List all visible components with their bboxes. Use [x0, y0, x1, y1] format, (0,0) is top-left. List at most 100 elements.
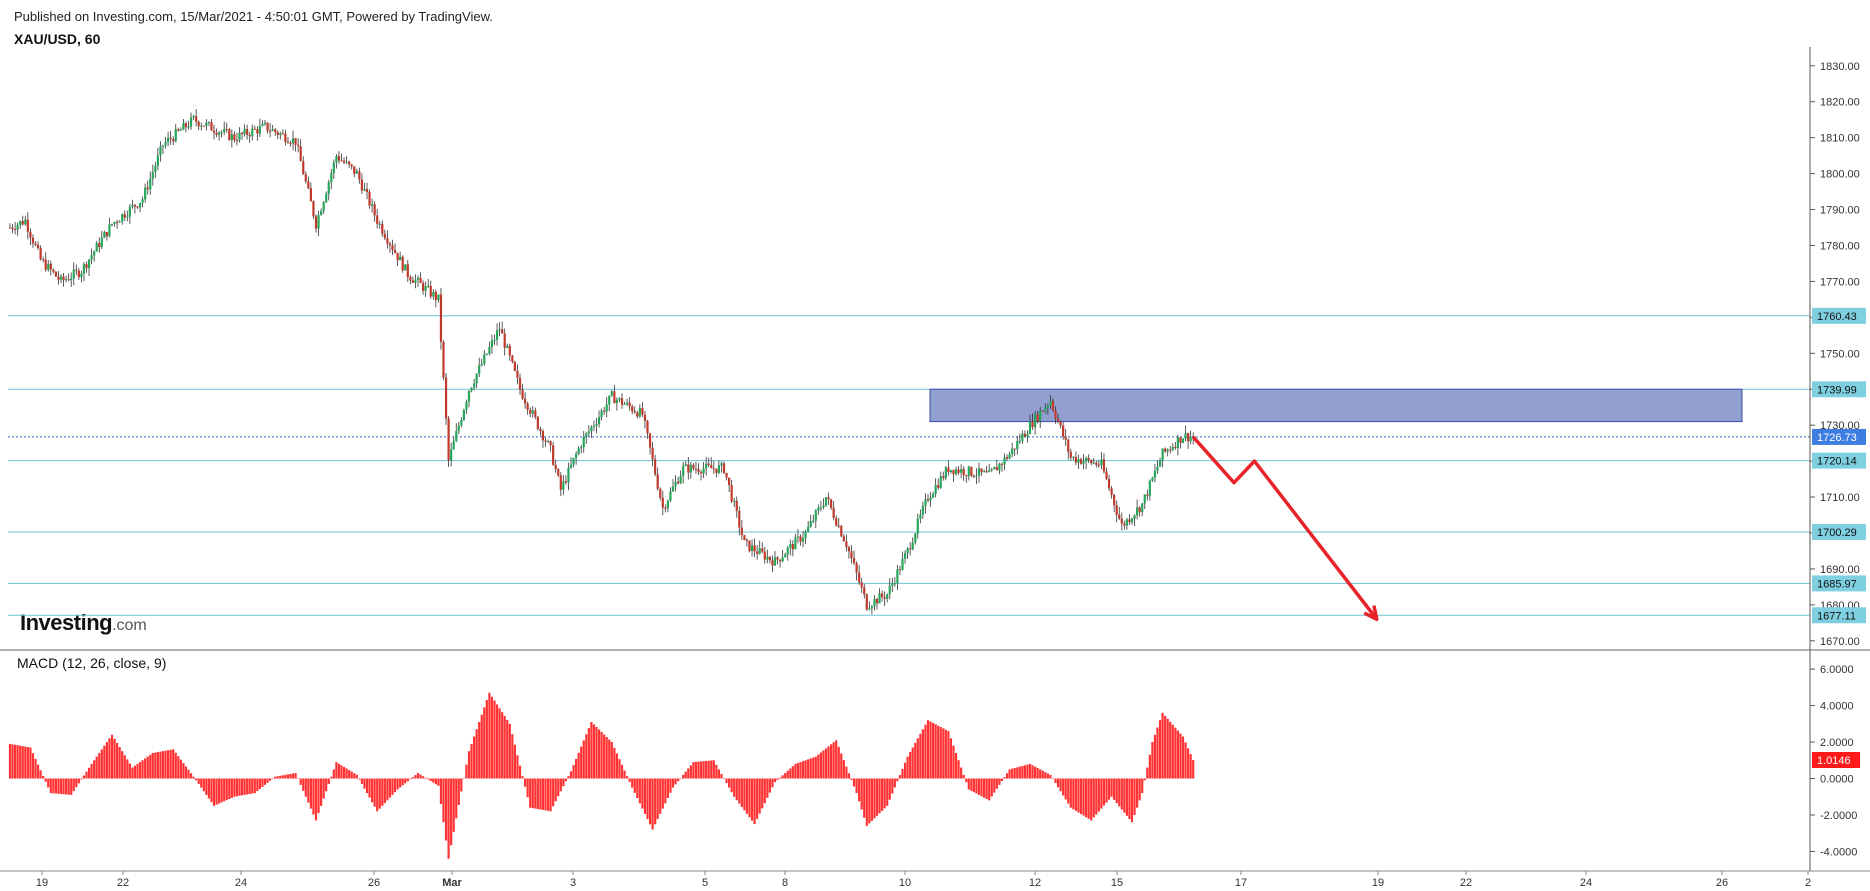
candle-down — [636, 412, 639, 417]
macd-bar — [355, 774, 358, 779]
macd-bar — [332, 769, 335, 779]
current-price-tag — [1812, 428, 1866, 445]
candle-down — [511, 355, 514, 362]
candle-up — [896, 569, 899, 584]
candle-up — [924, 499, 927, 506]
macd-bar — [223, 778, 226, 802]
candle-up — [967, 466, 970, 476]
projection-arrow[interactable] — [1191, 435, 1379, 621]
candle-down — [1023, 433, 1026, 437]
macd-bar — [340, 765, 343, 779]
macd-bar — [842, 760, 845, 779]
candle-down — [753, 545, 756, 552]
candle-down — [1000, 463, 1004, 465]
candle-up — [873, 599, 876, 607]
candle-down — [26, 219, 29, 232]
price-tick-label: 1800.00 — [1820, 169, 1860, 181]
candle-up — [595, 424, 598, 426]
macd-bar — [189, 773, 193, 779]
candle-up — [939, 476, 942, 488]
macd-bar — [291, 773, 295, 779]
macd-bar — [406, 778, 409, 782]
macd-bar — [80, 778, 83, 780]
investing-logo: Investing.com — [20, 610, 147, 636]
candle-up — [562, 481, 565, 490]
macd-bar — [526, 778, 529, 798]
macd-bar — [156, 752, 159, 779]
macd-bar — [776, 778, 779, 780]
macd-bar — [348, 770, 351, 779]
macd-bar — [1102, 778, 1106, 806]
candle-down — [646, 420, 649, 434]
macd-bar — [529, 778, 532, 808]
candle-down — [735, 500, 738, 512]
candle-down — [29, 231, 32, 238]
macd-bar — [108, 738, 111, 779]
macd-bar — [1008, 769, 1011, 779]
resistance-zone[interactable] — [929, 388, 1743, 423]
macd-bar — [544, 778, 547, 811]
macd-bar — [564, 778, 567, 782]
candle-up — [345, 161, 348, 163]
candle-up — [72, 269, 75, 279]
candle-down — [710, 464, 713, 469]
symbol-title: XAU/USD, 60 — [14, 31, 101, 47]
candle-up — [817, 507, 820, 511]
candle-down — [1051, 400, 1055, 411]
candle-up — [399, 256, 402, 261]
candle-up — [812, 520, 815, 522]
macd-bar — [651, 778, 654, 830]
candle-down — [852, 558, 856, 564]
candle-down — [1013, 448, 1016, 450]
macd-bar — [521, 776, 524, 779]
macd-bar — [1092, 778, 1095, 818]
candle-up — [460, 419, 463, 426]
candle-down — [942, 476, 945, 479]
candle-down — [419, 277, 422, 283]
macd-bar — [87, 767, 91, 779]
macd-bar — [197, 778, 200, 784]
candle-up — [993, 467, 996, 470]
macd-bar — [105, 742, 108, 779]
macd-bar — [246, 778, 249, 795]
candle-up — [585, 433, 588, 438]
macd-bar — [93, 760, 96, 779]
macd-bar — [870, 778, 873, 821]
macd-bar — [243, 778, 246, 795]
macd-bar — [677, 778, 680, 782]
macd-bar — [195, 778, 198, 781]
candle-up — [238, 132, 241, 141]
macd-bar — [702, 761, 705, 779]
macd-bar — [57, 778, 60, 794]
candle-down — [14, 229, 17, 231]
macd-bar — [72, 778, 75, 792]
macd-bar — [669, 778, 672, 793]
candle-down — [830, 499, 833, 508]
price-tick-label: 1780.00 — [1820, 240, 1860, 252]
candle-up — [901, 558, 904, 570]
candle-down — [687, 464, 690, 473]
time-tick-label: 15 — [1111, 877, 1123, 889]
candle-up — [19, 221, 22, 225]
macd-bar — [993, 778, 996, 793]
candle-up — [717, 465, 720, 473]
macd-bar — [830, 744, 833, 779]
candle-down — [1041, 410, 1044, 412]
price-axis: 1830.00 1820.00 1810.00 1800.00 1790.00 1780.… — [1810, 61, 1860, 648]
macd-bar — [342, 766, 346, 779]
published-note: Published on Investing.com, 15/Mar/2021 … — [14, 9, 493, 24]
macd-bar — [1031, 765, 1034, 779]
candle-up — [100, 237, 103, 248]
macd-bar — [1028, 763, 1032, 779]
macd-bar — [26, 747, 29, 779]
candle-down — [937, 485, 940, 488]
candle-up — [493, 339, 496, 341]
macd-bar — [365, 778, 369, 794]
macd-bar — [549, 778, 552, 812]
candle-up — [156, 155, 159, 166]
macd-bar — [16, 745, 19, 779]
macd-bar — [725, 778, 728, 784]
macd-bar — [1054, 778, 1057, 784]
macd-bar — [1041, 770, 1044, 779]
